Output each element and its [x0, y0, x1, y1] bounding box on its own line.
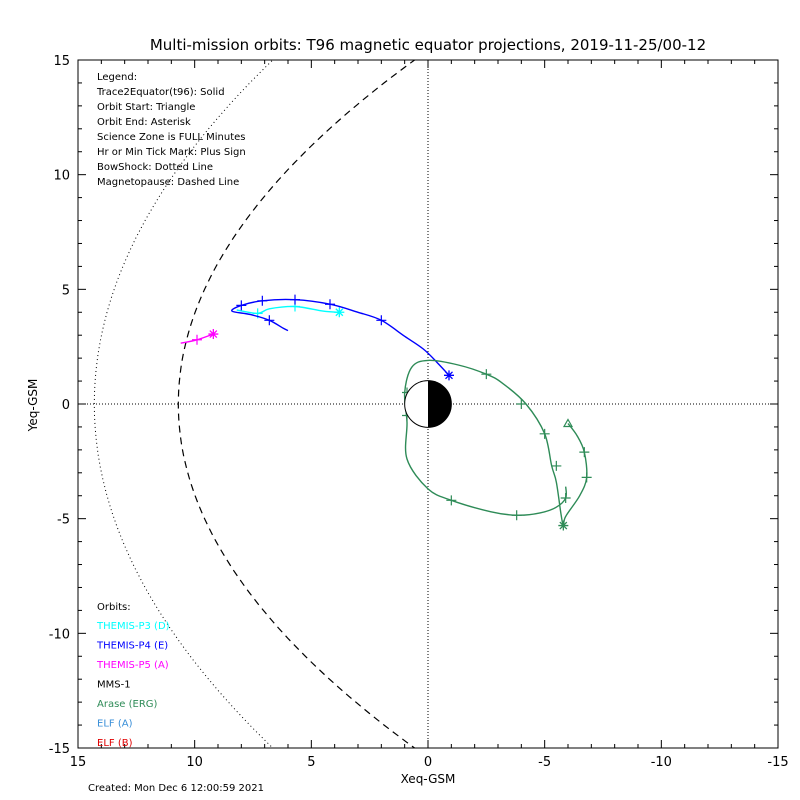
orbit-themis-p4-e [231, 294, 454, 381]
axis-ticks: 15 10 5 0 -5 -10 -15 -15 -10 -5 0 5 10 15 [49, 54, 789, 770]
legend-line: Legend: [97, 72, 137, 83]
legend-line: Orbit Start: Triangle [97, 102, 195, 113]
orbit-start-triangle [562, 418, 574, 428]
legend-line: Orbit End: Asterisk [97, 117, 191, 128]
tick-mark [551, 460, 562, 471]
legend-line: Hr or Min Tick Mark: Plus Sign [97, 147, 246, 158]
tick-mark [579, 447, 590, 458]
earth-icon [404, 380, 452, 428]
legend-line: Magnetopause: Dashed Line [97, 177, 239, 188]
tick-mark [376, 315, 387, 326]
legend: Legend: Trace2Equator(t96): Solid Orbit St… [96, 72, 246, 188]
orbits-legend-entry: ELF (B) [97, 738, 133, 749]
orbit-themis-p5-a [180, 329, 219, 345]
orbit-series [180, 294, 592, 531]
chart-title: Multi-mission orbits: T96 magnetic equat… [150, 36, 706, 54]
y-tick-label: 0 [62, 398, 70, 413]
tick-mark [516, 399, 527, 409]
boundary-curves [93, 60, 416, 748]
x-tick-label: -5 [538, 755, 551, 770]
tick-mark [257, 295, 268, 306]
y-tick-label: -5 [57, 513, 70, 528]
orbits-legend: Orbits: THEMIS-P3 (D) THEMIS-P4 (E) THEMIS-… [96, 602, 170, 749]
legend-line: Trace2Equator(t96): Solid [96, 87, 225, 98]
tick-mark [539, 428, 550, 439]
x-tick-label: 15 [70, 755, 87, 770]
legend-line: BowShock: Dotted Line [97, 162, 213, 173]
x-axis-label: Xeq-GSM [401, 772, 456, 786]
orbit-end-asterisk [444, 370, 454, 381]
y-tick-label: 15 [53, 54, 70, 69]
y-tick-label: 5 [62, 283, 70, 298]
orbits-legend-entry: MMS-1 [97, 680, 131, 691]
orbits-heading: Orbits: [97, 602, 131, 613]
tick-mark [264, 315, 275, 326]
y-tick-label: -15 [49, 742, 70, 757]
tick-mark [511, 510, 522, 521]
earth-night-side [428, 380, 452, 428]
orbits-legend-entry: THEMIS-P4 (E) [96, 641, 168, 652]
orbit-trace [403, 359, 588, 527]
tick-mark [481, 369, 492, 380]
created-timestamp: Created: Mon Dec 6 12:00:59 2021 [88, 783, 264, 794]
magnetopause-line [177, 60, 416, 748]
orbits-legend-entry: THEMIS-P3 (D) [96, 621, 170, 632]
legend-line: Science Zone is FULL Minutes [97, 132, 246, 143]
y-tick-label: 10 [53, 169, 70, 184]
x-tick-label: -15 [767, 755, 788, 770]
tick-mark [236, 300, 247, 311]
x-tick-label: 10 [186, 755, 203, 770]
tick-mark [290, 294, 300, 305]
tick-mark [560, 493, 571, 504]
orbit-trace [236, 305, 340, 315]
x-tick-label: 5 [307, 755, 315, 770]
y-axis-label: Yeq-GSM [26, 379, 40, 433]
tick-mark [192, 334, 202, 345]
tick-mark [446, 495, 457, 506]
orbit-end-asterisk [558, 520, 569, 531]
orbit-end-asterisk [334, 307, 345, 318]
orbits-legend-entry: ELF (A) [97, 719, 133, 730]
orbit-end-asterisk [208, 329, 219, 340]
x-tick-label: 0 [424, 755, 432, 770]
tick-mark [581, 472, 592, 483]
orbits-legend-entry: Arase (ERG) [97, 699, 158, 710]
orbits-legend-entry: THEMIS-P5 (A) [96, 660, 169, 671]
x-tick-label: -10 [651, 755, 672, 770]
y-tick-label: -10 [49, 627, 70, 642]
tick-mark [325, 299, 335, 310]
